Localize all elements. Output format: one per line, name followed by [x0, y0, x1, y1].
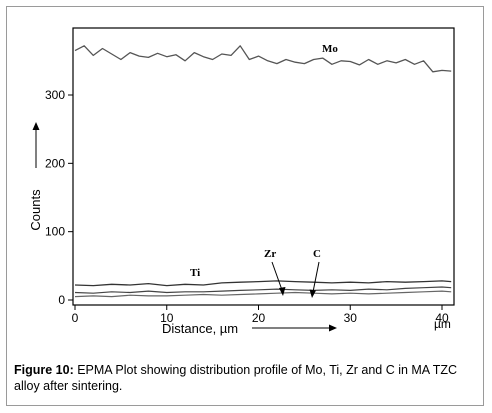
- epma-line-chart: 0 100 200 300 0 10 20 30 40 Counts Distance, µm…: [28, 27, 455, 336]
- series-label-mo: Mo: [322, 43, 338, 55]
- c-pointer-head: [309, 289, 316, 298]
- series-label-ti: Ti: [190, 267, 200, 279]
- figure-frame: [6, 6, 484, 406]
- series-label-c: C: [313, 248, 321, 260]
- x-axis-title: Distance, µm: [162, 321, 238, 336]
- x-axis: 0 10 20 30 40: [72, 305, 449, 325]
- y-tick-label-200: 200: [45, 156, 65, 170]
- y-axis-arrow-head: [32, 122, 40, 130]
- series-label-zr: Zr: [264, 248, 276, 260]
- zr-pointer-head: [279, 287, 286, 296]
- x-tick-label-20: 20: [252, 311, 266, 325]
- x-tick-label-30: 30: [344, 311, 358, 325]
- series-line-mo: [74, 45, 452, 73]
- x-tick-label-0: 0: [72, 311, 79, 325]
- series-line-c: [74, 290, 452, 298]
- figure-caption: Figure 10: EPMA Plot showing distributio…: [14, 362, 484, 394]
- y-tick-label-300: 300: [45, 88, 65, 102]
- x-axis-arrow-head: [329, 324, 337, 332]
- y-tick-label-0: 0: [58, 293, 65, 307]
- x-tick-label-40: 40: [435, 311, 449, 325]
- y-axis-title: Counts: [28, 189, 43, 231]
- y-axis: 0 100 200 300: [45, 88, 73, 307]
- series-group: [74, 45, 452, 298]
- caption-label: Figure 10:: [14, 363, 74, 377]
- x-axis-unit: µm: [434, 317, 451, 331]
- zr-pointer-line: [271, 261, 283, 291]
- series-line-ti: [74, 280, 452, 287]
- c-pointer-line: [312, 261, 320, 293]
- x-tick-label-10: 10: [160, 311, 174, 325]
- series-line-zr: [74, 286, 452, 294]
- caption-text: EPMA Plot showing distribution profile o…: [14, 363, 458, 393]
- plot-area: [72, 27, 455, 306]
- y-tick-label-100: 100: [45, 225, 65, 239]
